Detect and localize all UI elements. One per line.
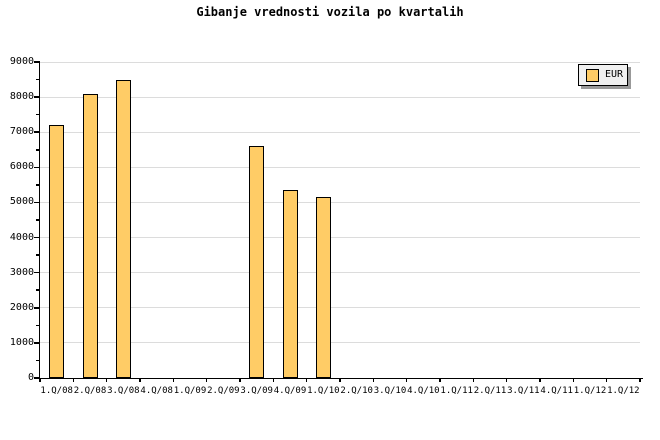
- x-axis-label: 1.Q/08: [40, 386, 73, 396]
- x-axis-label: 2.Q/09: [207, 386, 240, 396]
- legend-label: EUR: [605, 69, 624, 80]
- x-axis-label: 2.Q/11: [473, 386, 507, 396]
- plot-area: [40, 61, 640, 378]
- x-tick: [572, 378, 575, 382]
- gridline: [40, 237, 640, 239]
- y-minor-tick: [36, 113, 40, 116]
- x-axis-label: 4.Q/10: [407, 386, 440, 396]
- x-axis-label: 2.Q/10: [340, 386, 373, 396]
- y-minor-tick: [36, 78, 40, 81]
- gridline: [40, 96, 640, 98]
- y-major-tick: [34, 307, 40, 309]
- x-axis-label: 2.Q/08: [73, 386, 107, 396]
- chart-title: Gibanje vrednosti vozila po kvartalih: [196, 5, 464, 19]
- bar: [315, 197, 331, 378]
- x-tick: [505, 378, 508, 382]
- x-tick: [205, 378, 208, 382]
- y-axis-label: 3000: [9, 266, 34, 278]
- x-axis-label: 4.Q/11: [540, 386, 573, 396]
- x-axis-label: 3.Q/09: [240, 386, 273, 396]
- y-minor-tick: [36, 359, 40, 362]
- y-minor-tick: [36, 324, 40, 327]
- x-tick: [272, 378, 275, 382]
- x-axis-label: 1.Q/11: [440, 386, 473, 396]
- gridline: [40, 272, 640, 274]
- x-tick: [439, 378, 441, 382]
- y-axis-label: 5000: [9, 196, 34, 208]
- x-tick: [605, 378, 608, 382]
- x-axis-label: 1.Q/09: [173, 386, 207, 396]
- x-axis-label: 3.Q/10: [373, 386, 407, 396]
- bar: [49, 125, 65, 378]
- y-minor-tick: [36, 254, 40, 256]
- y-major-tick: [34, 61, 40, 63]
- x-tick: [172, 378, 175, 382]
- y-major-tick: [34, 96, 40, 98]
- y-minor-tick: [36, 289, 40, 291]
- gridline: [40, 61, 640, 63]
- x-tick: [405, 378, 408, 382]
- x-axis-label: 3.Q/11: [507, 386, 540, 396]
- y-major-tick: [34, 342, 40, 344]
- y-axis-label: 2000: [9, 301, 34, 313]
- y-major-tick: [34, 236, 40, 239]
- bar: [249, 146, 265, 378]
- y-axis-label: 4000: [9, 231, 34, 243]
- y-minor-tick: [36, 184, 40, 186]
- x-tick: [72, 378, 75, 382]
- y-major-tick: [34, 377, 40, 379]
- x-tick: [105, 378, 108, 382]
- gridline: [40, 166, 640, 168]
- x-tick: [239, 378, 241, 382]
- y-major-tick: [34, 271, 40, 274]
- bar: [282, 190, 298, 378]
- bar: [115, 79, 131, 378]
- legend: EUR: [578, 64, 628, 86]
- bar: [82, 93, 98, 378]
- y-axis-label: 6000: [9, 161, 34, 173]
- x-tick: [339, 378, 341, 382]
- y-axis-label: 9000: [9, 56, 34, 67]
- x-tick: [539, 378, 541, 382]
- x-axis-label: 1.Q/12: [607, 386, 640, 396]
- gridline: [40, 342, 640, 344]
- x-tick: [639, 378, 641, 382]
- y-minor-tick: [36, 149, 40, 151]
- legend-swatch-icon: [586, 68, 599, 82]
- y-minor-tick: [36, 219, 40, 221]
- x-tick: [472, 378, 475, 382]
- gridline: [40, 307, 640, 309]
- y-axis-label: 0: [27, 372, 34, 383]
- x-tick: [139, 378, 141, 382]
- x-axis-label: 1.Q/10: [307, 386, 340, 396]
- y-major-tick: [34, 201, 40, 204]
- x-axis-label: 3.Q/08: [107, 386, 140, 396]
- x-axis-label: 4.Q/08: [140, 386, 173, 396]
- x-tick: [305, 378, 308, 382]
- x-axis-label: 1.Q/12: [573, 386, 607, 396]
- x-tick: [39, 378, 41, 382]
- y-axis-label: 8000: [9, 91, 34, 103]
- y-axis-label: 1000: [9, 336, 34, 348]
- gridline: [40, 131, 640, 133]
- x-tick: [372, 378, 375, 382]
- y-major-tick: [34, 166, 40, 169]
- y-axis-label: 7000: [9, 126, 34, 138]
- gridline: [40, 201, 640, 203]
- x-axis-label: 4.Q/09: [273, 386, 307, 396]
- y-major-tick: [34, 131, 40, 133]
